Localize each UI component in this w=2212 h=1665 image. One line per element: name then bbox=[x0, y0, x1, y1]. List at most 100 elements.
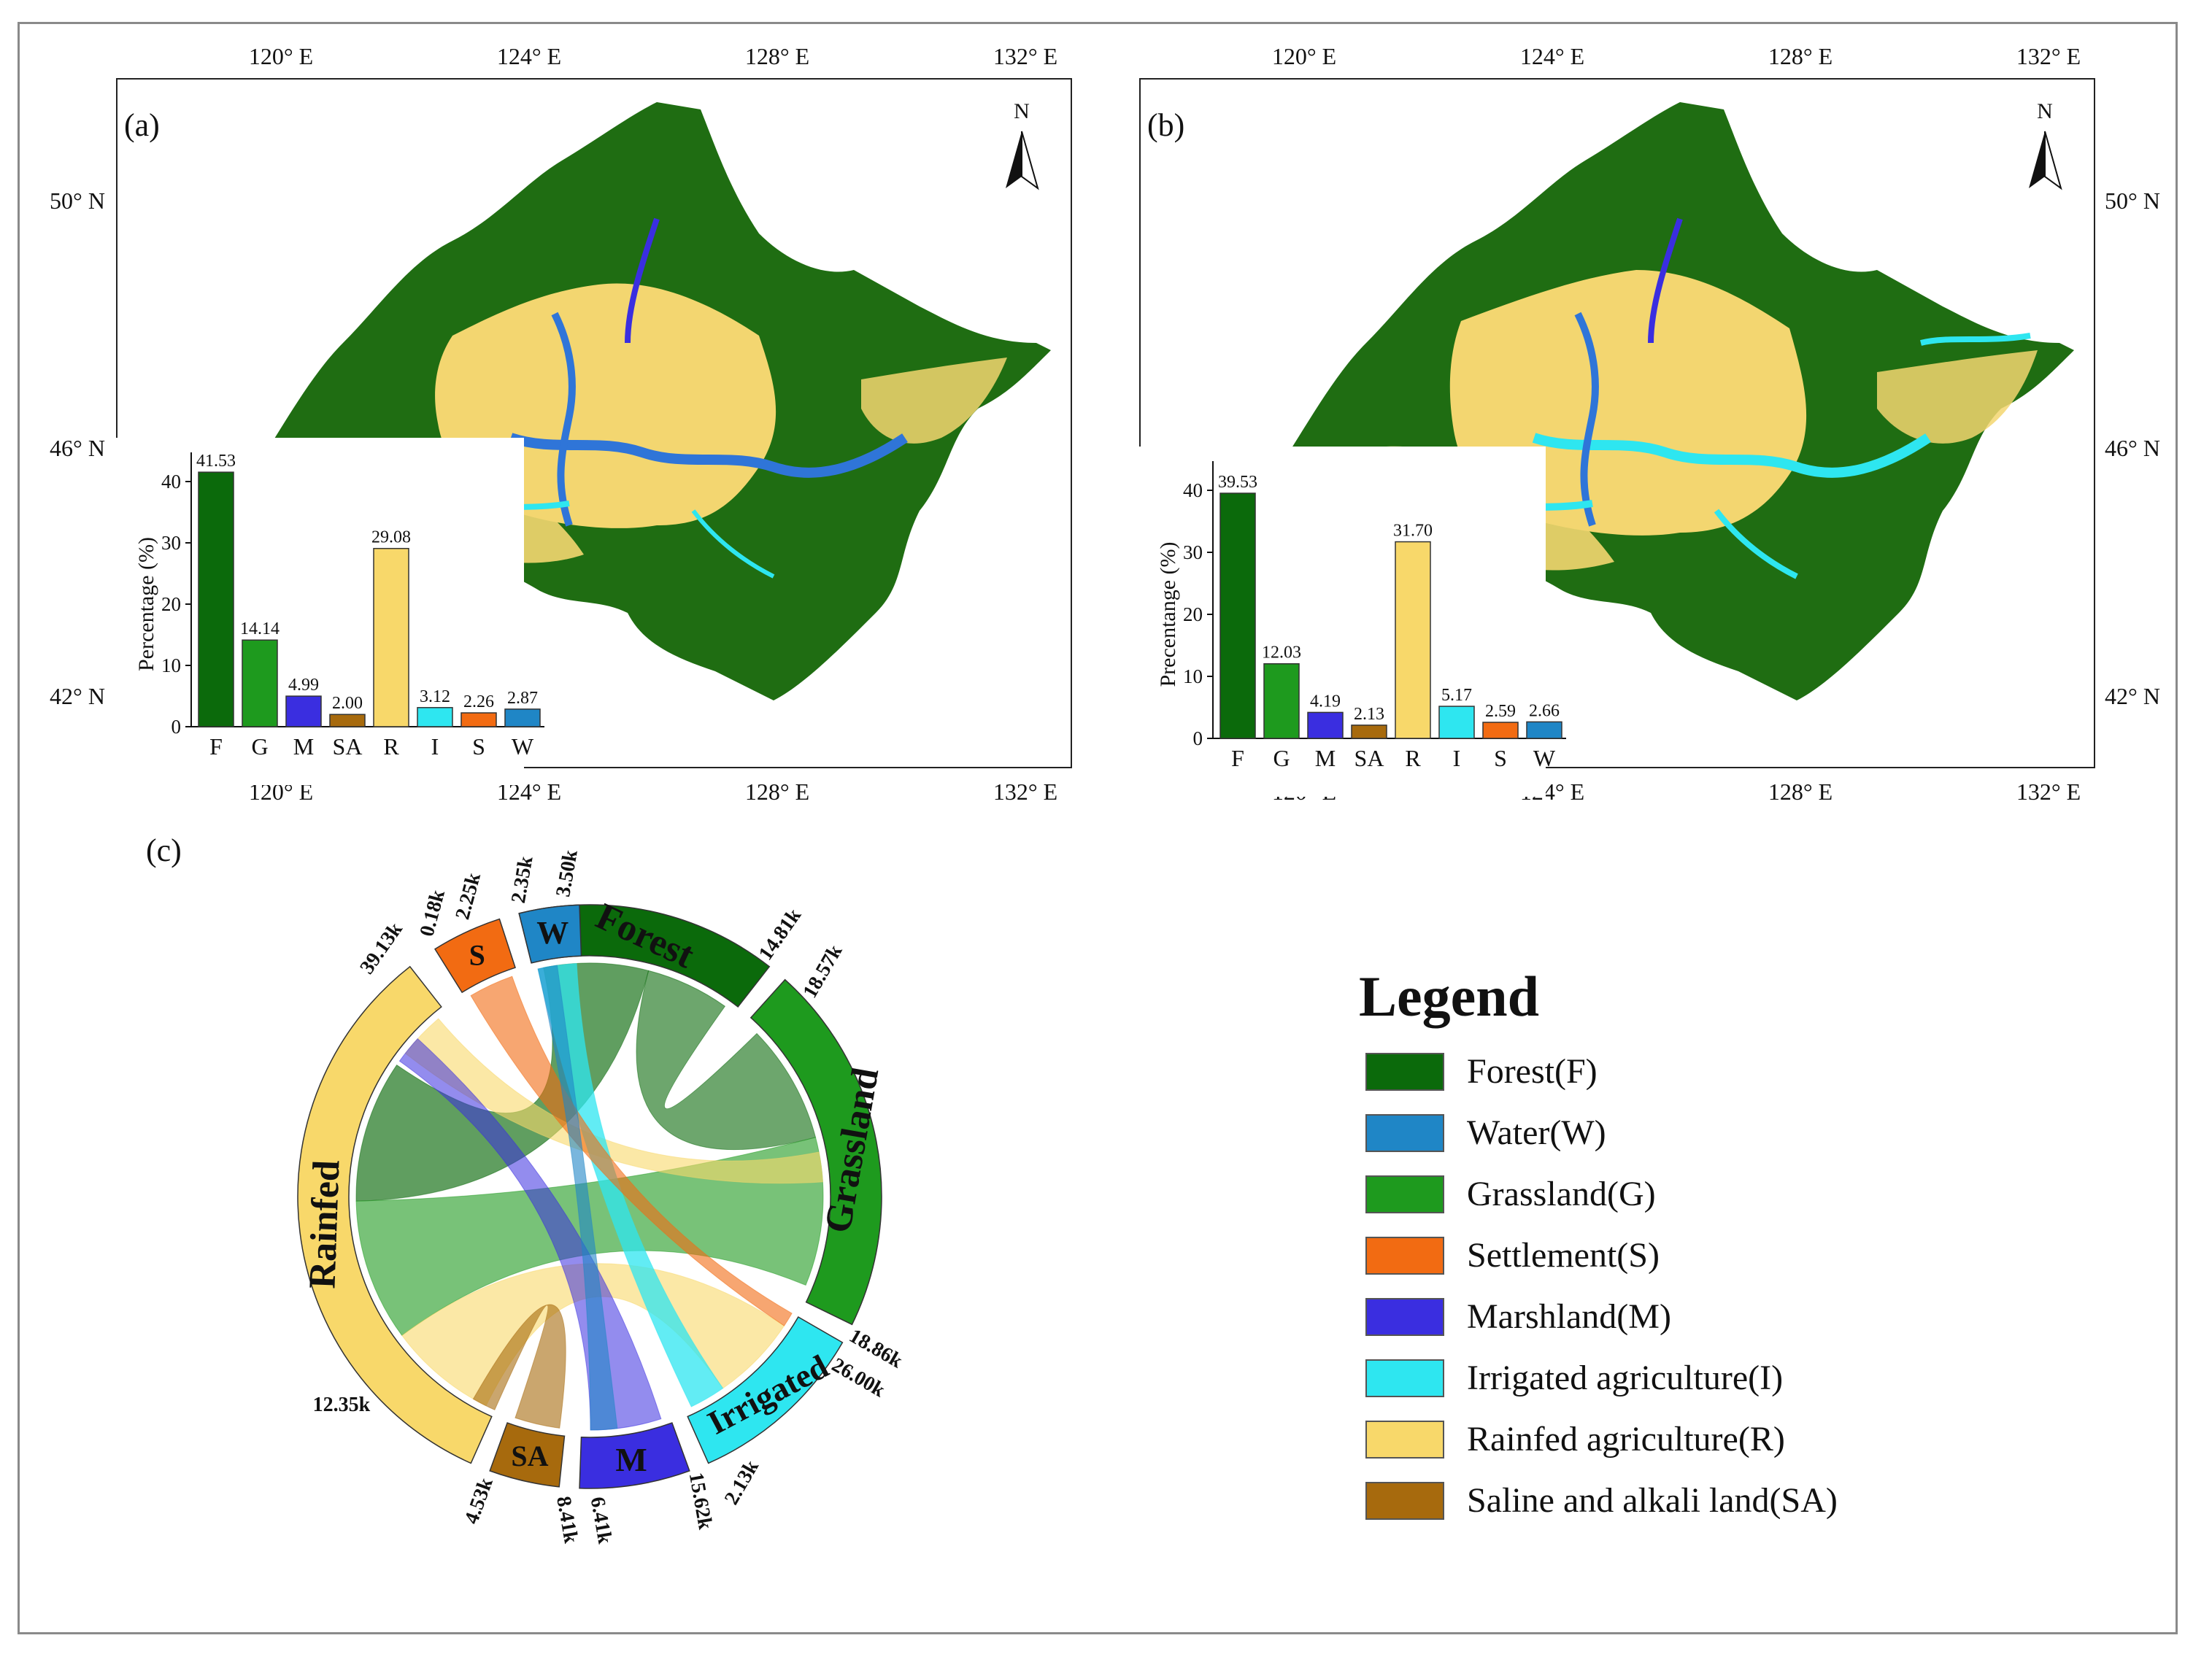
chord-ribbon-R-G bbox=[404, 1018, 823, 1184]
bar-M bbox=[285, 695, 322, 727]
y-tick-label: 0 bbox=[172, 716, 182, 738]
chord-segment-W bbox=[518, 904, 582, 964]
legend-item-W: Water(W) bbox=[1365, 1113, 1606, 1152]
legend-swatch bbox=[1365, 1482, 1444, 1520]
y-axis-label: Precentange (%) bbox=[1156, 541, 1180, 687]
bar-value-label: 4.19 bbox=[1310, 692, 1341, 711]
bar-R bbox=[1395, 541, 1431, 739]
bar-category-label: G bbox=[1273, 745, 1290, 771]
map-b-right-tick: 42° N bbox=[2105, 683, 2160, 709]
bar-category-label: M bbox=[1315, 745, 1336, 771]
legend-label: Water(W) bbox=[1467, 1113, 1606, 1152]
bar-value-label: 4.99 bbox=[288, 676, 319, 695]
map-b-top-tick: 120° E bbox=[1272, 43, 1336, 69]
bar-R bbox=[373, 547, 409, 727]
chord-segment-I bbox=[687, 1316, 844, 1464]
legend-item-SA: Saline and alkali land(SA) bbox=[1365, 1481, 1838, 1520]
chord-segment-label: Rainfed bbox=[301, 1159, 347, 1289]
bar-I bbox=[1438, 706, 1475, 739]
legend: Forest(F) Water(W) Grassland(G) Settlement(… bbox=[1365, 1052, 1838, 1520]
chord-segment-M bbox=[579, 1422, 690, 1489]
map-a-top-tick: 132° E bbox=[993, 43, 1057, 69]
bar-category-label: R bbox=[1405, 745, 1421, 771]
map-b-top-tick: 128° E bbox=[1768, 43, 1833, 69]
map-b-right-tick: 46° N bbox=[2105, 435, 2160, 461]
map-a-bottom-tick: 132° E bbox=[993, 779, 1057, 805]
map-a-bottom-tick: 128° E bbox=[745, 779, 809, 805]
north-label: N bbox=[1014, 99, 1030, 123]
map-a-left-tick: 42° N bbox=[50, 683, 105, 709]
map-panel-a: 120° E 124° E 128° E 132° E 120° E 124° … bbox=[50, 43, 1072, 805]
legend-swatch bbox=[1365, 1175, 1444, 1213]
bar-S bbox=[460, 712, 497, 727]
bar-category-label: I bbox=[431, 733, 439, 760]
map-b-bottom-tick: 132° E bbox=[2016, 779, 2081, 805]
bar-category-label: F bbox=[209, 733, 223, 760]
bar-category-label: I bbox=[1453, 745, 1461, 771]
bar-value-label: 3.12 bbox=[420, 687, 450, 706]
y-tick-label: 20 bbox=[161, 593, 181, 615]
legend-label: Grassland(G) bbox=[1467, 1175, 1656, 1213]
map-a-top-tick: 120° E bbox=[249, 43, 313, 69]
panel-label-a: (a) bbox=[124, 107, 160, 143]
bar-value-label: 2.13 bbox=[1354, 705, 1384, 724]
bar-category-label: F bbox=[1231, 745, 1244, 771]
chord-segment-SA bbox=[489, 1422, 566, 1488]
chord-value-label: 18.57k bbox=[798, 940, 847, 1002]
bar-SA bbox=[1351, 725, 1387, 739]
north-arrow-icon: N bbox=[1006, 99, 1039, 190]
bar-category-label: M bbox=[293, 733, 314, 760]
chord-value-label: 12.35k bbox=[313, 1394, 371, 1416]
bar-W bbox=[1526, 721, 1562, 739]
legend-swatch bbox=[1365, 1421, 1444, 1459]
legend-item-G: Grassland(G) bbox=[1365, 1175, 1656, 1213]
chord-segment-label: SA bbox=[511, 1440, 548, 1472]
chord-segment-label: M bbox=[615, 1441, 647, 1478]
bar-value-label: 41.53 bbox=[196, 452, 236, 471]
legend-item-S: Settlement(S) bbox=[1365, 1236, 1660, 1275]
map-a-left-tick: 50° N bbox=[50, 188, 105, 214]
legend-label: Irrigated agriculture(I) bbox=[1467, 1359, 1783, 1397]
bar-M bbox=[1307, 711, 1344, 739]
bar-value-label: 2.00 bbox=[332, 694, 363, 713]
bar-value-label: 29.08 bbox=[371, 528, 411, 547]
legend-swatch bbox=[1365, 1359, 1444, 1397]
bar-value-label: 5.17 bbox=[1441, 686, 1472, 705]
bar-G bbox=[242, 639, 278, 727]
legend-title: Legend bbox=[1359, 965, 1539, 1028]
chord-value-label: 8.41k bbox=[552, 1494, 582, 1545]
chord-segment-G bbox=[749, 978, 882, 1326]
chord-value-label: 4.53k bbox=[460, 1475, 498, 1527]
chord-segment-R bbox=[297, 965, 493, 1464]
chord-value-label: 6.41k bbox=[586, 1495, 617, 1545]
bar-category-label: SA bbox=[1354, 745, 1384, 771]
chord-value-label: 3.50k bbox=[552, 848, 582, 898]
bar-chart-a: 0 10 20 30 40 Percentage (%) 41.53 F 14.14 G 4.99 M… bbox=[115, 438, 544, 785]
chord-value-label: 2.13k bbox=[720, 1456, 763, 1509]
y-axis-label: Percentage (%) bbox=[134, 537, 158, 671]
y-tick-label: 40 bbox=[1183, 479, 1203, 501]
chord-value-label: 39.13k bbox=[355, 918, 407, 978]
map-panel-b: 120° E 124° E 128° E 132° E 120° E 124° … bbox=[1137, 43, 2160, 805]
bar-W bbox=[504, 708, 541, 727]
bar-category-label: S bbox=[1494, 745, 1507, 771]
chord-ribbon-W-M bbox=[537, 965, 618, 1431]
legend-swatch bbox=[1365, 1237, 1444, 1275]
bar-value-label: 2.66 bbox=[1529, 701, 1560, 720]
y-tick-label: 0 bbox=[1193, 727, 1203, 749]
map-b-right-tick: 50° N bbox=[2105, 188, 2160, 214]
bar-value-label: 12.03 bbox=[1262, 644, 1301, 662]
legend-swatch bbox=[1365, 1053, 1444, 1091]
panel-label-b: (b) bbox=[1147, 107, 1184, 143]
legend-label: Marshland(M) bbox=[1467, 1297, 1671, 1336]
legend-item-I: Irrigated agriculture(I) bbox=[1365, 1359, 1783, 1397]
legend-label: Saline and alkali land(SA) bbox=[1467, 1481, 1838, 1520]
map-b-top-tick: 132° E bbox=[2016, 43, 2081, 69]
bar-category-label: R bbox=[383, 733, 399, 760]
bar-S bbox=[1482, 722, 1519, 739]
bar-SA bbox=[329, 714, 366, 727]
y-tick-label: 30 bbox=[161, 532, 181, 554]
map-b-bottom-tick: 128° E bbox=[1768, 779, 1833, 805]
